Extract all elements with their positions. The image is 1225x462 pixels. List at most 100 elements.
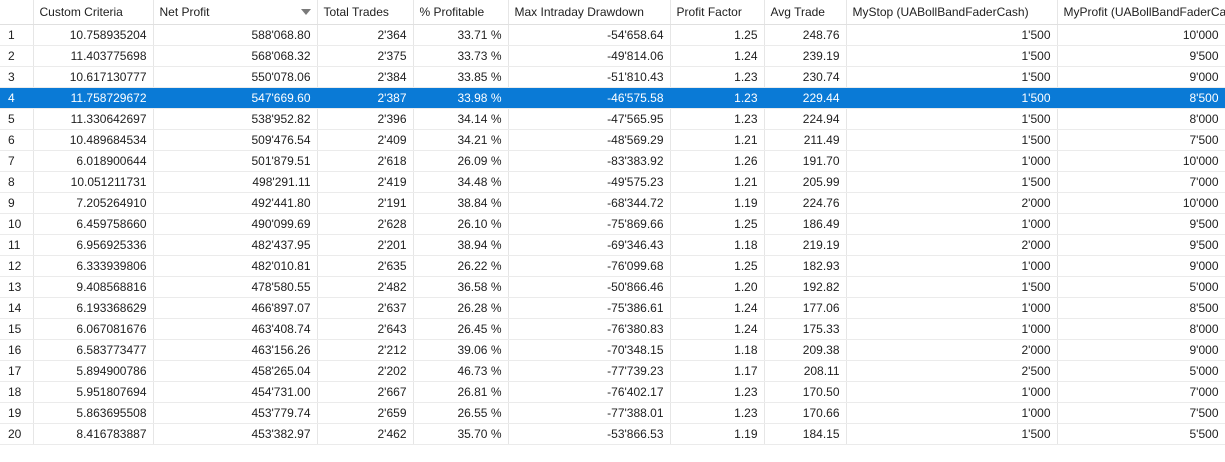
profit-factor-cell: 1.24 <box>670 297 765 319</box>
column-header-myprofit[interactable]: MyProfit (UABollBandFaderCash) <box>1057 0 1225 25</box>
total-trades-cell: 2'419 <box>317 171 414 193</box>
max-intraday-drawdown-cell: -77'388.01 <box>508 402 671 424</box>
percent-profitable-cell: 33.98 % <box>413 87 509 109</box>
myprofit-cell: 10'000 <box>1057 150 1225 172</box>
avg-trade-cell: 229.44 <box>764 87 847 109</box>
mystop-cell: 1'500 <box>846 129 1058 151</box>
percent-profitable-cell: 26.10 % <box>413 213 509 235</box>
row-index-cell: 1 <box>0 24 34 46</box>
max-intraday-drawdown-cell: -69'346.43 <box>508 234 671 256</box>
myprofit-cell: 9'000 <box>1057 255 1225 277</box>
profit-factor-cell: 1.23 <box>670 402 765 424</box>
table-row[interactable]: 12 6.333939806 482'010.81 2'635 26.22 % -76'0… <box>0 255 1225 277</box>
myprofit-cell: 7'000 <box>1057 171 1225 193</box>
table-row[interactable]: 13 9.408568816 478'580.55 2'482 36.58 % -50'8… <box>0 276 1225 298</box>
profit-factor-cell: 1.21 <box>670 129 765 151</box>
total-trades-cell: 2'202 <box>317 360 414 382</box>
mystop-cell: 1'500 <box>846 66 1058 88</box>
table-row[interactable]: 19 5.863695508 453'779.74 2'659 26.55 % -77'3… <box>0 402 1225 424</box>
net-profit-cell: 538'952.82 <box>153 108 318 130</box>
percent-profitable-cell: 33.71 % <box>413 24 509 46</box>
table-row[interactable]: 2 11.403775698 568'068.32 2'375 33.73 % -49'8… <box>0 45 1225 67</box>
optimization-results-table: Custom Criteria Net Profit Total Trades … <box>0 0 1225 445</box>
mystop-cell: 2'000 <box>846 234 1058 256</box>
custom-criteria-cell: 10.489684534 <box>33 129 154 151</box>
table-row[interactable]: 8 10.051211731 498'291.11 2'419 34.48 % -49'5… <box>0 171 1225 193</box>
avg-trade-cell: 184.15 <box>764 423 847 445</box>
myprofit-cell: 9'000 <box>1057 66 1225 88</box>
column-header-percent-profitable[interactable]: % Profitable <box>413 0 509 25</box>
table-row[interactable]: 15 6.067081676 463'408.74 2'643 26.45 % -76'3… <box>0 318 1225 340</box>
custom-criteria-cell: 5.951807694 <box>33 381 154 403</box>
column-header-index[interactable] <box>0 0 34 25</box>
table-row[interactable]: 9 7.205264910 492'441.80 2'191 38.84 % -68'34… <box>0 192 1225 214</box>
avg-trade-cell: 219.19 <box>764 234 847 256</box>
percent-profitable-cell: 26.09 % <box>413 150 509 172</box>
max-intraday-drawdown-cell: -75'386.61 <box>508 297 671 319</box>
total-trades-cell: 2'375 <box>317 45 414 67</box>
total-trades-cell: 2'667 <box>317 381 414 403</box>
row-index-cell: 10 <box>0 213 34 235</box>
net-profit-cell: 588'068.80 <box>153 24 318 46</box>
myprofit-cell: 7'500 <box>1057 129 1225 151</box>
custom-criteria-cell: 11.403775698 <box>33 45 154 67</box>
myprofit-cell: 9'000 <box>1057 339 1225 361</box>
avg-trade-cell: 224.76 <box>764 192 847 214</box>
max-intraday-drawdown-cell: -77'739.23 <box>508 360 671 382</box>
table-row[interactable]: 14 6.193368629 466'897.07 2'637 26.28 % -75'3… <box>0 297 1225 319</box>
avg-trade-cell: 186.49 <box>764 213 847 235</box>
row-index-cell: 16 <box>0 339 34 361</box>
column-header-profit-factor[interactable]: Profit Factor <box>670 0 765 25</box>
column-header-net-profit[interactable]: Net Profit <box>153 0 318 25</box>
column-header-mystop[interactable]: MyStop (UABollBandFaderCash) <box>846 0 1058 25</box>
table-row[interactable]: 17 5.894900786 458'265.04 2'202 46.73 % -77'7… <box>0 360 1225 382</box>
profit-factor-cell: 1.17 <box>670 360 765 382</box>
column-header-custom-criteria[interactable]: Custom Criteria <box>33 0 154 25</box>
mystop-cell: 1'500 <box>846 276 1058 298</box>
table-row[interactable]: 10 6.459758660 490'099.69 2'628 26.10 % -75'8… <box>0 213 1225 235</box>
myprofit-cell: 8'500 <box>1057 87 1225 109</box>
avg-trade-cell: 209.38 <box>764 339 847 361</box>
row-index-cell: 19 <box>0 402 34 424</box>
row-index-cell: 7 <box>0 150 34 172</box>
sort-descending-icon <box>300 9 311 15</box>
custom-criteria-cell: 8.416783887 <box>33 423 154 445</box>
header-row: Custom Criteria Net Profit Total Trades … <box>0 0 1225 25</box>
total-trades-cell: 2'637 <box>317 297 414 319</box>
table-row[interactable]: 3 10.617130777 550'078.06 2'384 33.85 % -51'8… <box>0 66 1225 88</box>
total-trades-cell: 2'364 <box>317 24 414 46</box>
profit-factor-cell: 1.23 <box>670 108 765 130</box>
total-trades-cell: 2'618 <box>317 150 414 172</box>
profit-factor-cell: 1.20 <box>670 276 765 298</box>
table-row[interactable]: 5 11.330642697 538'952.82 2'396 34.14 % -47'5… <box>0 108 1225 130</box>
table-row[interactable]: 16 6.583773477 463'156.26 2'212 39.06 % -70'3… <box>0 339 1225 361</box>
row-index-cell: 13 <box>0 276 34 298</box>
table-row[interactable]: 1 10.758935204 588'068.80 2'364 33.71 % -54'6… <box>0 24 1225 46</box>
percent-profitable-cell: 26.81 % <box>413 381 509 403</box>
custom-criteria-cell: 6.459758660 <box>33 213 154 235</box>
table-row[interactable]: 6 10.489684534 509'476.54 2'409 34.21 % -48'5… <box>0 129 1225 151</box>
table-row[interactable]: 11 6.956925336 482'437.95 2'201 38.94 % -69'3… <box>0 234 1225 256</box>
net-profit-cell: 482'010.81 <box>153 255 318 277</box>
column-header-total-trades[interactable]: Total Trades <box>317 0 414 25</box>
total-trades-cell: 2'462 <box>317 423 414 445</box>
total-trades-cell: 2'628 <box>317 213 414 235</box>
table-row[interactable]: 18 5.951807694 454'731.00 2'667 26.81 % -76'4… <box>0 381 1225 403</box>
custom-criteria-cell: 10.617130777 <box>33 66 154 88</box>
column-header-avg-trade[interactable]: Avg Trade <box>764 0 847 25</box>
total-trades-cell: 2'482 <box>317 276 414 298</box>
table-row[interactable]: 4 11.758729672 547'669.60 2'387 33.98 % -46'5… <box>0 87 1225 109</box>
row-index-cell: 6 <box>0 129 34 151</box>
avg-trade-cell: 205.99 <box>764 171 847 193</box>
table-row[interactable]: 20 8.416783887 453'382.97 2'462 35.70 % -53'8… <box>0 423 1225 445</box>
column-header-max-intraday-drawdown[interactable]: Max Intraday Drawdown <box>508 0 671 25</box>
profit-factor-cell: 1.23 <box>670 66 765 88</box>
row-index-cell: 4 <box>0 87 34 109</box>
max-intraday-drawdown-cell: -51'810.43 <box>508 66 671 88</box>
net-profit-cell: 509'476.54 <box>153 129 318 151</box>
profit-factor-cell: 1.25 <box>670 255 765 277</box>
percent-profitable-cell: 26.55 % <box>413 402 509 424</box>
avg-trade-cell: 175.33 <box>764 318 847 340</box>
table-row[interactable]: 7 6.018900644 501'879.51 2'618 26.09 % -83'38… <box>0 150 1225 172</box>
max-intraday-drawdown-cell: -75'869.66 <box>508 213 671 235</box>
